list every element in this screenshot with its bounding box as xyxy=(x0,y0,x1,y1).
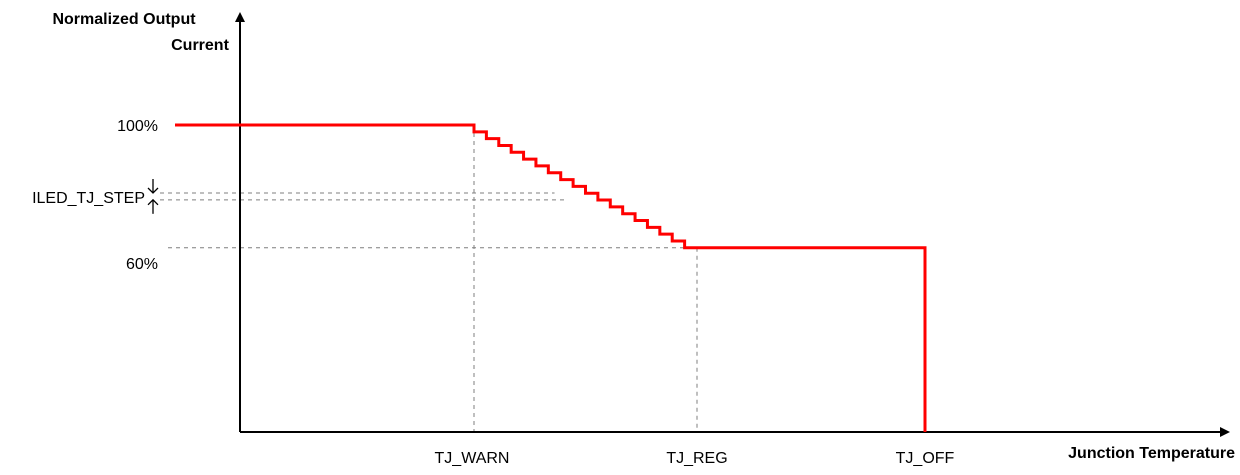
x-tick-label-tj-warn: TJ_WARN xyxy=(435,450,510,467)
y-axis-title-line-2: Current xyxy=(171,37,229,54)
x-axis-title: Junction Temperature xyxy=(1068,445,1235,462)
y-axis-title-line-1: Normalized Output xyxy=(52,11,196,28)
guide-lines xyxy=(160,125,698,432)
x-tick-label-tj-reg: TJ_REG xyxy=(666,450,727,467)
x-tick-label-tj-off: TJ_OFF xyxy=(896,450,955,467)
series-layer xyxy=(175,123,927,432)
series-line-output-current xyxy=(175,123,927,432)
step-arrow-up-head xyxy=(147,198,159,206)
y-tick-label-60: 60% xyxy=(126,256,158,273)
step-arrow-down-head xyxy=(147,187,159,194)
step-annotation-label: ILED_TJ_STEP xyxy=(32,190,145,207)
step-annotation-arrows-icon xyxy=(147,179,159,214)
y-tick-label-100: 100% xyxy=(117,118,158,135)
